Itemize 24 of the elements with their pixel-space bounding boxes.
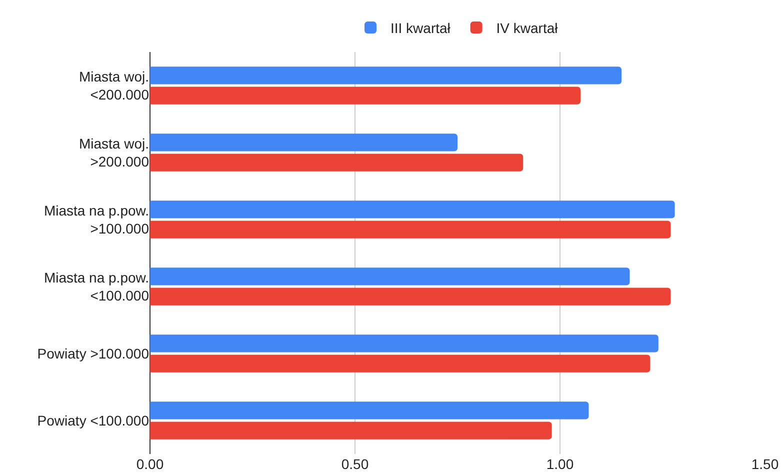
x-tick-label: 1.50 (751, 456, 779, 472)
bar (150, 200, 675, 218)
bar (150, 334, 658, 352)
y-tick-label: Miasta na p.pow. <100.000 (44, 269, 150, 304)
bar (150, 402, 589, 420)
bar (150, 66, 622, 84)
bar (150, 154, 524, 172)
bar (150, 86, 580, 104)
bar (150, 134, 458, 152)
y-tick-label: Miasta woj. <200.000 (78, 68, 150, 102)
y-tick-label: Powiaty <100.000 (37, 412, 150, 428)
legend-label: III kwartał (390, 20, 452, 36)
x-tick-label: 0.50 (341, 456, 369, 472)
legend-label: IV kwartał (496, 20, 559, 36)
bar (150, 354, 650, 372)
y-tick-label: Powiaty >100.000 (37, 345, 150, 362)
bar (150, 422, 552, 440)
y-tick-label: Miasta woj. >200.000 (78, 135, 150, 170)
y-tick-label: Miasta na p.pow. >100.000 (44, 202, 150, 236)
x-tick-label: 1.00 (546, 456, 574, 472)
x-tick-label: 0.00 (136, 456, 164, 472)
bar (150, 288, 671, 306)
bar (150, 268, 630, 286)
bar (150, 220, 671, 238)
